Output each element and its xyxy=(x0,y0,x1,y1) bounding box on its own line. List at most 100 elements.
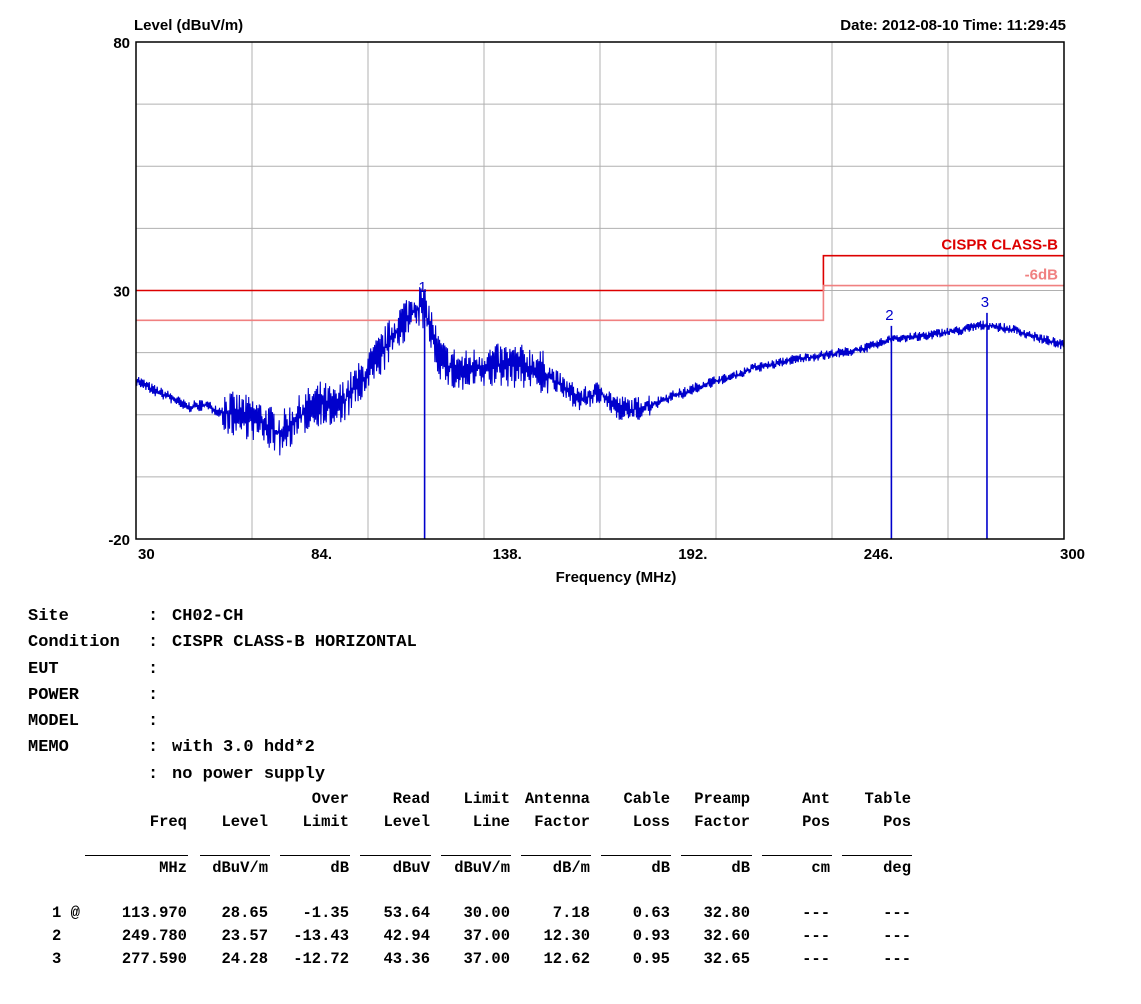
table-row: 3 277.590 24.28 -12.72 43.36 37.00 12.62 0.95 32… xyxy=(0,950,1141,970)
table-cell: --- xyxy=(802,950,830,968)
info-key: MEMO xyxy=(28,738,69,758)
table-cell: Freq xyxy=(149,813,187,831)
info-value: with 3.0 hdd*2 xyxy=(172,738,315,758)
emission-chart: Level (dBuV/m) Date: 2012-08-10 Time: 11… xyxy=(108,17,1085,586)
table-cell: -12.72 xyxy=(293,950,349,968)
axis-ticks: 30 84. 138. 192. 246. 300 80 30 -20 xyxy=(108,35,1085,563)
header-underline xyxy=(200,855,270,856)
info-row: MODEL: xyxy=(28,709,417,735)
table-cell: Level xyxy=(221,813,268,831)
y-tick-label: -20 xyxy=(108,532,130,549)
trace-group xyxy=(135,287,1065,456)
table-cell: 37.00 xyxy=(463,950,510,968)
x-tick-label: 192. xyxy=(678,546,707,563)
header-underline xyxy=(360,855,431,856)
info-value: CH02-CH xyxy=(172,607,244,626)
table-cell: 12.62 xyxy=(543,950,590,968)
table-cell: 2 xyxy=(52,927,62,945)
x-tick-label: 30 xyxy=(138,546,155,563)
table-cell: 113.970 xyxy=(121,904,187,922)
table-cell: Pos xyxy=(883,813,911,831)
table-cell: Antenna xyxy=(524,790,590,808)
spectrum-trace xyxy=(135,287,1065,456)
info-key: MODEL xyxy=(28,712,80,732)
table-cell: --- xyxy=(883,950,911,968)
header-underline xyxy=(280,855,350,856)
chart-grid xyxy=(136,42,1064,539)
table-cell: 28.65 xyxy=(221,904,268,922)
x-tick-label: 300 xyxy=(1060,546,1085,563)
header-underline xyxy=(441,855,511,856)
y-axis-title: Level (dBuV/m) xyxy=(134,17,243,34)
header-underline xyxy=(85,855,188,856)
table-cell: MHz xyxy=(159,859,187,877)
marker-label-2: 2 xyxy=(885,307,893,324)
info-separator: : xyxy=(148,607,159,626)
y-tick-label: 80 xyxy=(113,35,130,52)
table-cell: 0.95 xyxy=(632,950,670,968)
table-cell: Limit xyxy=(302,813,349,831)
limit-line xyxy=(136,284,1064,322)
table-cell: 42.94 xyxy=(383,927,430,945)
table-cell: Line xyxy=(472,813,510,831)
limit-lines: CISPR CLASS-B -6dB xyxy=(136,237,1064,322)
y-tick-label: 30 xyxy=(113,284,130,301)
limit-label: -6dB xyxy=(1025,267,1059,284)
table-cell: Cable xyxy=(623,790,670,808)
table-cell: dB xyxy=(731,859,750,877)
table-cell: --- xyxy=(883,904,911,922)
table-units-row: MHz dBuV/m dB dBuV dBuV/m dB/m dB dB cm deg xyxy=(0,859,1141,879)
table-cell: dB xyxy=(330,859,349,877)
info-key: EUT xyxy=(28,659,59,679)
table-cell: 24.28 xyxy=(221,950,268,968)
table-cell: Preamp xyxy=(694,790,750,808)
date-time-stamp: Date: 2012-08-10 Time: 11:29:45 xyxy=(840,17,1066,34)
table-cell: dB xyxy=(651,859,670,877)
table-cell: Level xyxy=(383,813,430,831)
test-info-block: Site: CH02-CH Condition: CISPR CLASS-B HORI… xyxy=(28,604,417,788)
info-value: CISPR CLASS-B HORIZONTAL xyxy=(172,633,417,653)
table-cell: 3 xyxy=(52,950,62,968)
table-cell: deg xyxy=(883,859,911,877)
table-cell: Factor xyxy=(534,813,590,831)
info-key: Site xyxy=(28,607,69,626)
table-cell: 37.00 xyxy=(463,927,510,945)
table-cell: Over xyxy=(311,790,349,808)
header-underline xyxy=(601,855,671,856)
info-key: POWER xyxy=(28,685,80,705)
table-cell: -13.43 xyxy=(293,927,349,945)
table-cell: Pos xyxy=(802,813,830,831)
x-axis-label: Frequency (MHz) xyxy=(556,569,677,586)
table-header-row-1: Over Read Limit Antenna Cable Preamp Ant Table xyxy=(0,790,1141,810)
table-cell: 249.780 xyxy=(121,927,187,945)
table-cell: 0.93 xyxy=(632,927,670,945)
table-cell: -1.35 xyxy=(302,904,349,922)
marker-label-1: 1 xyxy=(418,279,426,296)
info-row: POWER: xyxy=(28,683,417,709)
table-row: 2 249.780 23.57 -13.43 42.94 37.00 12.30 0.93 32… xyxy=(0,927,1141,947)
info-key: Condition xyxy=(28,633,120,653)
table-cell: Limit xyxy=(463,790,510,808)
header-underline xyxy=(681,855,752,856)
table-cell: 53.64 xyxy=(383,904,430,922)
table-cell: Loss xyxy=(632,813,670,831)
x-tick-label: 84. xyxy=(311,546,332,563)
table-cell: 32.65 xyxy=(703,950,750,968)
header-underline xyxy=(762,855,832,856)
table-cell: Ant xyxy=(802,790,830,808)
table-cell: 277.590 xyxy=(121,950,187,968)
table-cell: dBuV xyxy=(392,859,430,877)
marker-label-3: 3 xyxy=(981,294,989,311)
table-cell: --- xyxy=(802,904,830,922)
table-cell: 32.80 xyxy=(703,904,750,922)
plot-frame xyxy=(135,41,1065,540)
table-cell: --- xyxy=(883,927,911,945)
table-cell: 43.36 xyxy=(383,950,430,968)
info-row: EUT: xyxy=(28,657,417,683)
info-separator: : xyxy=(148,738,159,758)
table-cell: 1 @ xyxy=(52,904,80,922)
x-tick-label: 138. xyxy=(493,546,522,563)
table-cell: dBuV/m xyxy=(454,859,510,877)
info-row: Site: CH02-CH xyxy=(28,604,417,630)
limit-line xyxy=(136,254,1064,292)
